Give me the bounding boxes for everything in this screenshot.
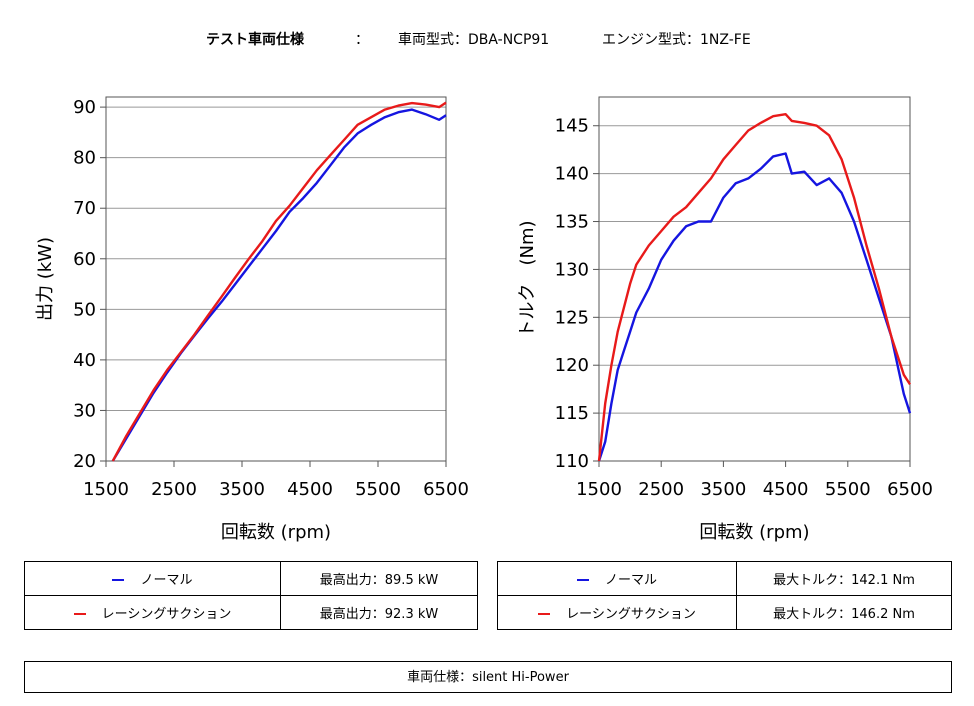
series-line-racing	[597, 112, 912, 462]
x-tick-label: 5500	[825, 479, 871, 500]
normal-swatch	[112, 578, 125, 581]
spec-title: テスト車両仕様	[206, 32, 304, 48]
y-tick-label: 110	[555, 451, 589, 472]
max-power-racing: 最高出力：92.3 kW	[280, 595, 478, 630]
x-tick-label: 3500	[219, 479, 265, 500]
x-tick-label: 2500	[638, 479, 684, 500]
vehicle-spec-footer: 車両仕様：silent Hi-Power	[24, 661, 952, 693]
y-tick-label: 60	[73, 249, 96, 270]
y-tick-label: 145	[555, 116, 589, 137]
y-tick-label: 70	[73, 198, 96, 219]
legend-series-cell: レーシングサクション	[24, 595, 281, 630]
x-axis-label: 回転数 (rpm)	[221, 522, 331, 543]
series-line-normal	[111, 108, 447, 462]
y-tick-label: 115	[555, 403, 589, 424]
x-tick-label: 3500	[700, 479, 746, 500]
x-tick-label: 6500	[423, 479, 469, 500]
x-tick-label: 1500	[576, 479, 622, 500]
max-power-normal: 最高出力：89.5 kW	[280, 561, 478, 596]
legend-series-cell: レーシングサクション	[497, 595, 737, 630]
x-tick-label: 4500	[763, 479, 809, 500]
x-tick-label: 1500	[83, 479, 129, 500]
legend-series-name: レーシングサクション	[566, 607, 696, 622]
vehicle-model: 車両型式：DBA-NCP91	[398, 32, 550, 48]
legend-series-cell: ノーマル	[24, 561, 281, 596]
plot-frame	[598, 96, 911, 462]
legend-row-racing: レーシングサクション 最高出力：92.3 kW	[24, 595, 478, 630]
x-tick-label: 6500	[887, 479, 933, 500]
legend-series-name: レーシングサクション	[101, 607, 232, 622]
plot-frame	[105, 96, 447, 462]
header: テスト車両仕様 ： 車両型式：DBA-NCP91 エンジン型式：1NZ-FE	[0, 29, 974, 51]
y-axis-label: トルク (Nm)	[517, 220, 538, 337]
legend-row-normal: ノーマル 最高出力：89.5 kW	[24, 561, 478, 596]
y-tick-label: 40	[73, 350, 96, 371]
legend-series-cell: ノーマル	[497, 561, 737, 596]
spec-colon: ：	[355, 32, 369, 48]
y-tick-label: 125	[555, 307, 589, 328]
racing-swatch	[73, 612, 86, 615]
x-axis-label: 回転数 (rpm)	[699, 522, 809, 543]
legend-series-name: ノーマル	[604, 573, 657, 588]
series-line-racing	[111, 101, 447, 462]
y-axis-label: 出力 (kW)	[35, 237, 56, 321]
legend-series-name: ノーマル	[140, 573, 193, 588]
y-tick-label: 50	[73, 299, 96, 320]
normal-swatch	[576, 578, 589, 581]
torque-legend-table: ノーマル 最大トルク：142.1 Nm レーシングサクション 最大トルク：146…	[497, 561, 952, 630]
x-tick-label: 5500	[355, 479, 401, 500]
y-tick-label: 20	[73, 451, 96, 472]
max-torque-normal: 最大トルク：142.1 Nm	[736, 561, 952, 596]
y-tick-label: 90	[73, 97, 96, 118]
y-tick-label: 30	[73, 400, 96, 421]
y-tick-label: 120	[555, 355, 589, 376]
y-tick-label: 80	[73, 148, 96, 169]
max-torque-racing: 最大トルク：146.2 Nm	[736, 595, 952, 630]
x-tick-label: 4500	[287, 479, 333, 500]
power-legend-table: ノーマル 最高出力：89.5 kW レーシングサクション 最高出力：92.3 k…	[24, 561, 478, 630]
y-tick-label: 130	[555, 259, 589, 280]
legend-row-normal: ノーマル 最大トルク：142.1 Nm	[497, 561, 952, 596]
y-tick-label: 135	[555, 212, 589, 233]
racing-swatch	[538, 612, 551, 615]
engine-model: エンジン型式：1NZ-FE	[602, 32, 751, 48]
y-tick-label: 140	[555, 164, 589, 185]
series-line-normal	[597, 152, 912, 462]
legend-row-racing: レーシングサクション 最大トルク：146.2 Nm	[497, 595, 952, 630]
x-tick-label: 2500	[151, 479, 197, 500]
